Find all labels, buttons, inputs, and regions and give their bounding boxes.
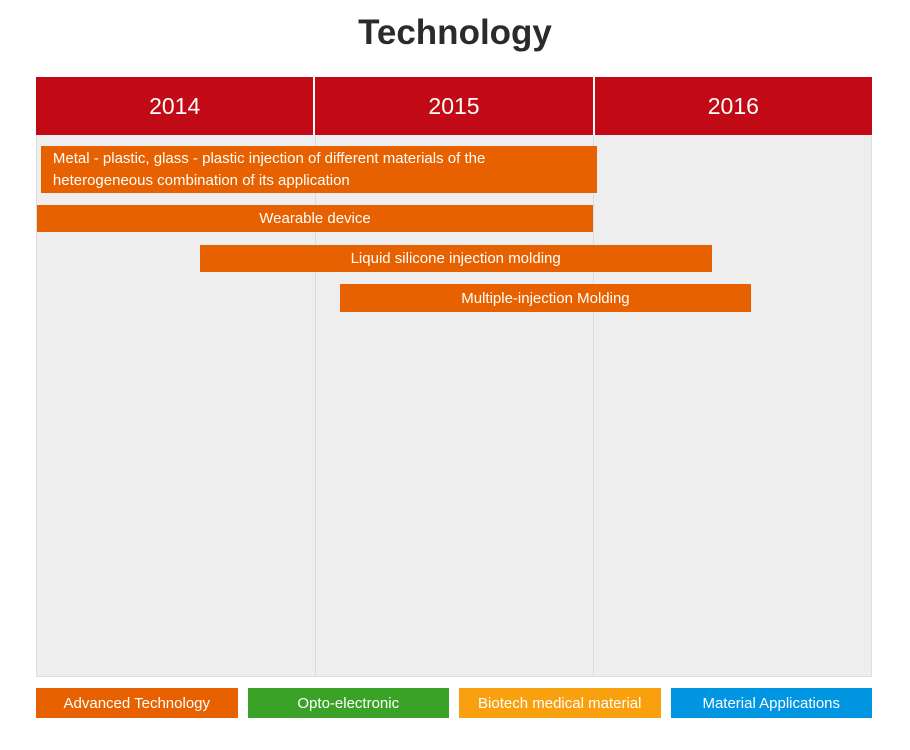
year-header-2015: 2015 [315, 77, 593, 135]
legend-chip: Advanced Technology [36, 688, 238, 718]
gridline-2015 [314, 135, 316, 676]
page-title: Technology [358, 13, 552, 52]
timeline-bar-2: Wearable device [37, 205, 593, 232]
year-header-row: 2014 2015 2016 [36, 77, 872, 135]
chart-body: Metal - plastic, glass - plastic injecti… [36, 135, 872, 677]
year-header-2016: 2016 [594, 77, 872, 135]
timeline-chart: 2014 2015 2016 Metal - plastic, glass - pl… [36, 77, 872, 677]
legend-chip: Opto-electronic [247, 688, 449, 718]
legend-chip: Biotech medical material [459, 688, 661, 718]
timeline-bar-4: Multiple-injection Molding [340, 284, 751, 312]
gridline-2016 [592, 135, 594, 676]
legend: Advanced Technology Opto-electronic Biotec… [36, 688, 872, 718]
timeline-bar-1: Metal - plastic, glass - plastic injecti… [40, 146, 597, 193]
timeline-bar-3: Liquid silicone injection molding [199, 245, 712, 272]
legend-chip: Material Applications [670, 688, 872, 718]
year-header-2014: 2014 [36, 77, 314, 135]
